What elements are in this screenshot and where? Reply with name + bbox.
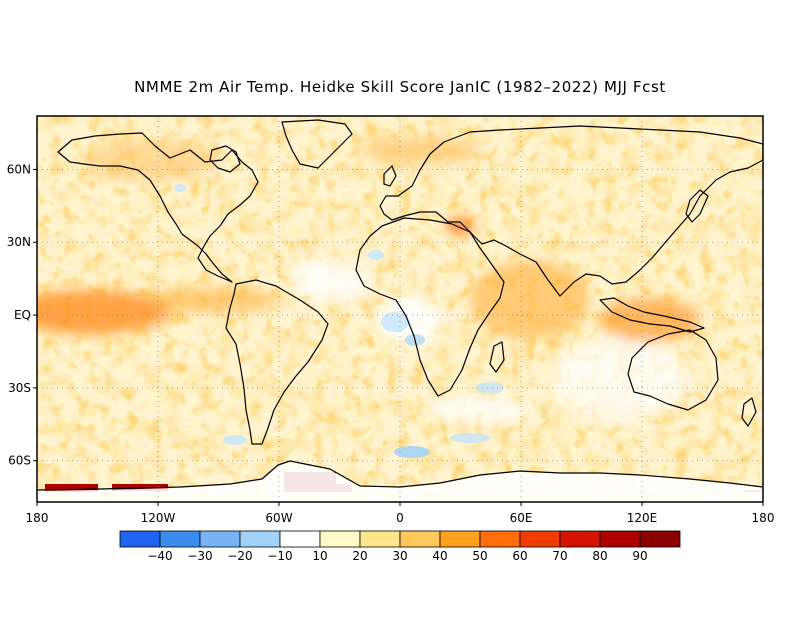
colorbar-tick-label: −30 xyxy=(187,549,212,563)
colorbar-tick-label: 60 xyxy=(512,549,527,563)
latitude-axis: 60N 30N EQ 30S 60S xyxy=(7,162,37,468)
lat-tick-label: 30N xyxy=(7,235,31,249)
coast-uk xyxy=(383,165,397,187)
colorbar-tick-label: 80 xyxy=(592,549,607,563)
colorbar-tick-label: −20 xyxy=(227,549,252,563)
colorbar-bin xyxy=(119,530,161,548)
lon-tick-label: 180 xyxy=(26,511,49,525)
negative-skill-patches xyxy=(174,184,504,458)
coast-indonesia xyxy=(599,297,705,333)
colorbar-tick-label: 30 xyxy=(392,549,407,563)
colorbar-bin xyxy=(439,530,481,548)
lon-tick-label: 60E xyxy=(510,511,533,525)
lat-tick-label: 60S xyxy=(8,454,31,468)
coast-madagascar xyxy=(489,341,505,373)
colorbar-bin xyxy=(639,530,681,548)
lon-tick-label: 120E xyxy=(627,511,658,525)
map-gridlines xyxy=(37,116,763,502)
coast-japan xyxy=(685,189,709,223)
lat-tick-label: 60N xyxy=(7,162,31,176)
coast-greenland xyxy=(281,119,353,169)
colorbar-tick-label: 90 xyxy=(632,549,647,563)
coast-antarctica xyxy=(37,460,763,491)
colorbar-tick-label: 10 xyxy=(312,549,327,563)
colorbar-tick-label: 50 xyxy=(472,549,487,563)
field-hotspots xyxy=(37,136,700,425)
colorbar-bin xyxy=(319,530,361,548)
coast-eurasia xyxy=(379,125,763,297)
coast-north-america xyxy=(57,132,259,283)
coast-hudson-bay xyxy=(209,145,241,173)
lat-tick-label: EQ xyxy=(14,308,31,322)
colorbar-tick-label: 70 xyxy=(552,549,567,563)
colorbar-bin xyxy=(599,530,641,548)
lon-tick-label: 180 xyxy=(752,511,775,525)
chart-title: NMME 2m Air Temp. Heidke Skill Score Jan… xyxy=(134,78,666,96)
colorbar-bin xyxy=(479,530,521,548)
coast-south-america xyxy=(225,279,329,445)
colorbar-tick-label: −40 xyxy=(147,549,172,563)
longitude-axis: 180 120W 60W 0 60E 120E 180 xyxy=(26,502,775,525)
coast-africa xyxy=(355,217,505,397)
colorbar-bin xyxy=(359,530,401,548)
colorbar-bin xyxy=(279,530,321,548)
lon-tick-label: 0 xyxy=(396,511,404,525)
colorbar-tick-label: 20 xyxy=(352,549,367,563)
antarctica-fill xyxy=(37,462,763,502)
coastlines xyxy=(37,119,763,491)
skill-field xyxy=(37,116,763,502)
coast-australia xyxy=(627,329,719,411)
colorbar-tick-label: −10 xyxy=(267,549,292,563)
lon-tick-label: 120W xyxy=(141,511,176,525)
colorbar-bin xyxy=(399,530,441,548)
lon-tick-label: 60W xyxy=(265,511,292,525)
lat-tick-label: 30S xyxy=(8,381,31,395)
coast-new-zealand xyxy=(741,397,757,427)
colorbar: −40 −30 −20 −10 10 20 30 40 50 60 70 80 90 xyxy=(119,530,681,563)
colorbar-bin xyxy=(159,530,201,548)
colorbar-bin xyxy=(559,530,601,548)
colorbar-bin xyxy=(519,530,561,548)
colorbar-tick-label: 40 xyxy=(432,549,447,563)
colorbar-bin xyxy=(199,530,241,548)
colorbar-bin xyxy=(239,530,281,548)
